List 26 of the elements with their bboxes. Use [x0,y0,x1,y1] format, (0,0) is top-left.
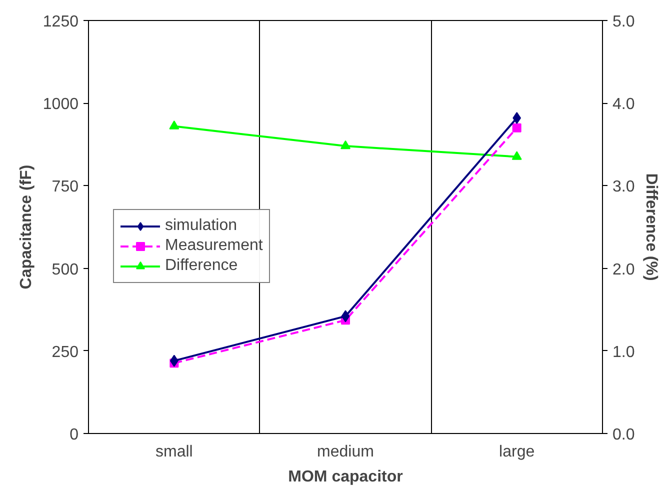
y2-tick-label: 0.0 [612,426,635,444]
x-axis-title: MOM capacitor [288,468,403,486]
x-tick-label: medium [317,444,374,460]
y2-tick-label: 5.0 [612,14,635,30]
point [169,120,180,130]
y2-tick-label: 3.0 [612,178,635,196]
y2-axis-title: Difference (%) [642,173,660,281]
y2-tick-label: 4.0 [612,96,635,114]
point [341,310,350,322]
y-axis-title: Capacitance (fF) [18,164,35,290]
x-tick-label: small [156,444,193,460]
y-tick-label: 500 [52,261,79,278]
y-tick-label: 250 [52,344,79,361]
point [512,151,522,160]
point [512,123,522,132]
y-tick-label: 0 [70,426,79,444]
y-tick-label: 750 [52,178,79,196]
y-tick-label: 1000 [42,96,79,114]
y2-tick-label: 1.0 [612,344,635,361]
y-tick-label: 1250 [42,14,79,30]
x-tick-label: large [499,444,535,460]
legend-label: Difference [165,257,238,275]
point [340,140,350,150]
y2-tick-label: 2.0 [612,261,635,278]
legend-label: simulation [165,217,238,235]
legend-label: Measurement [165,237,263,255]
